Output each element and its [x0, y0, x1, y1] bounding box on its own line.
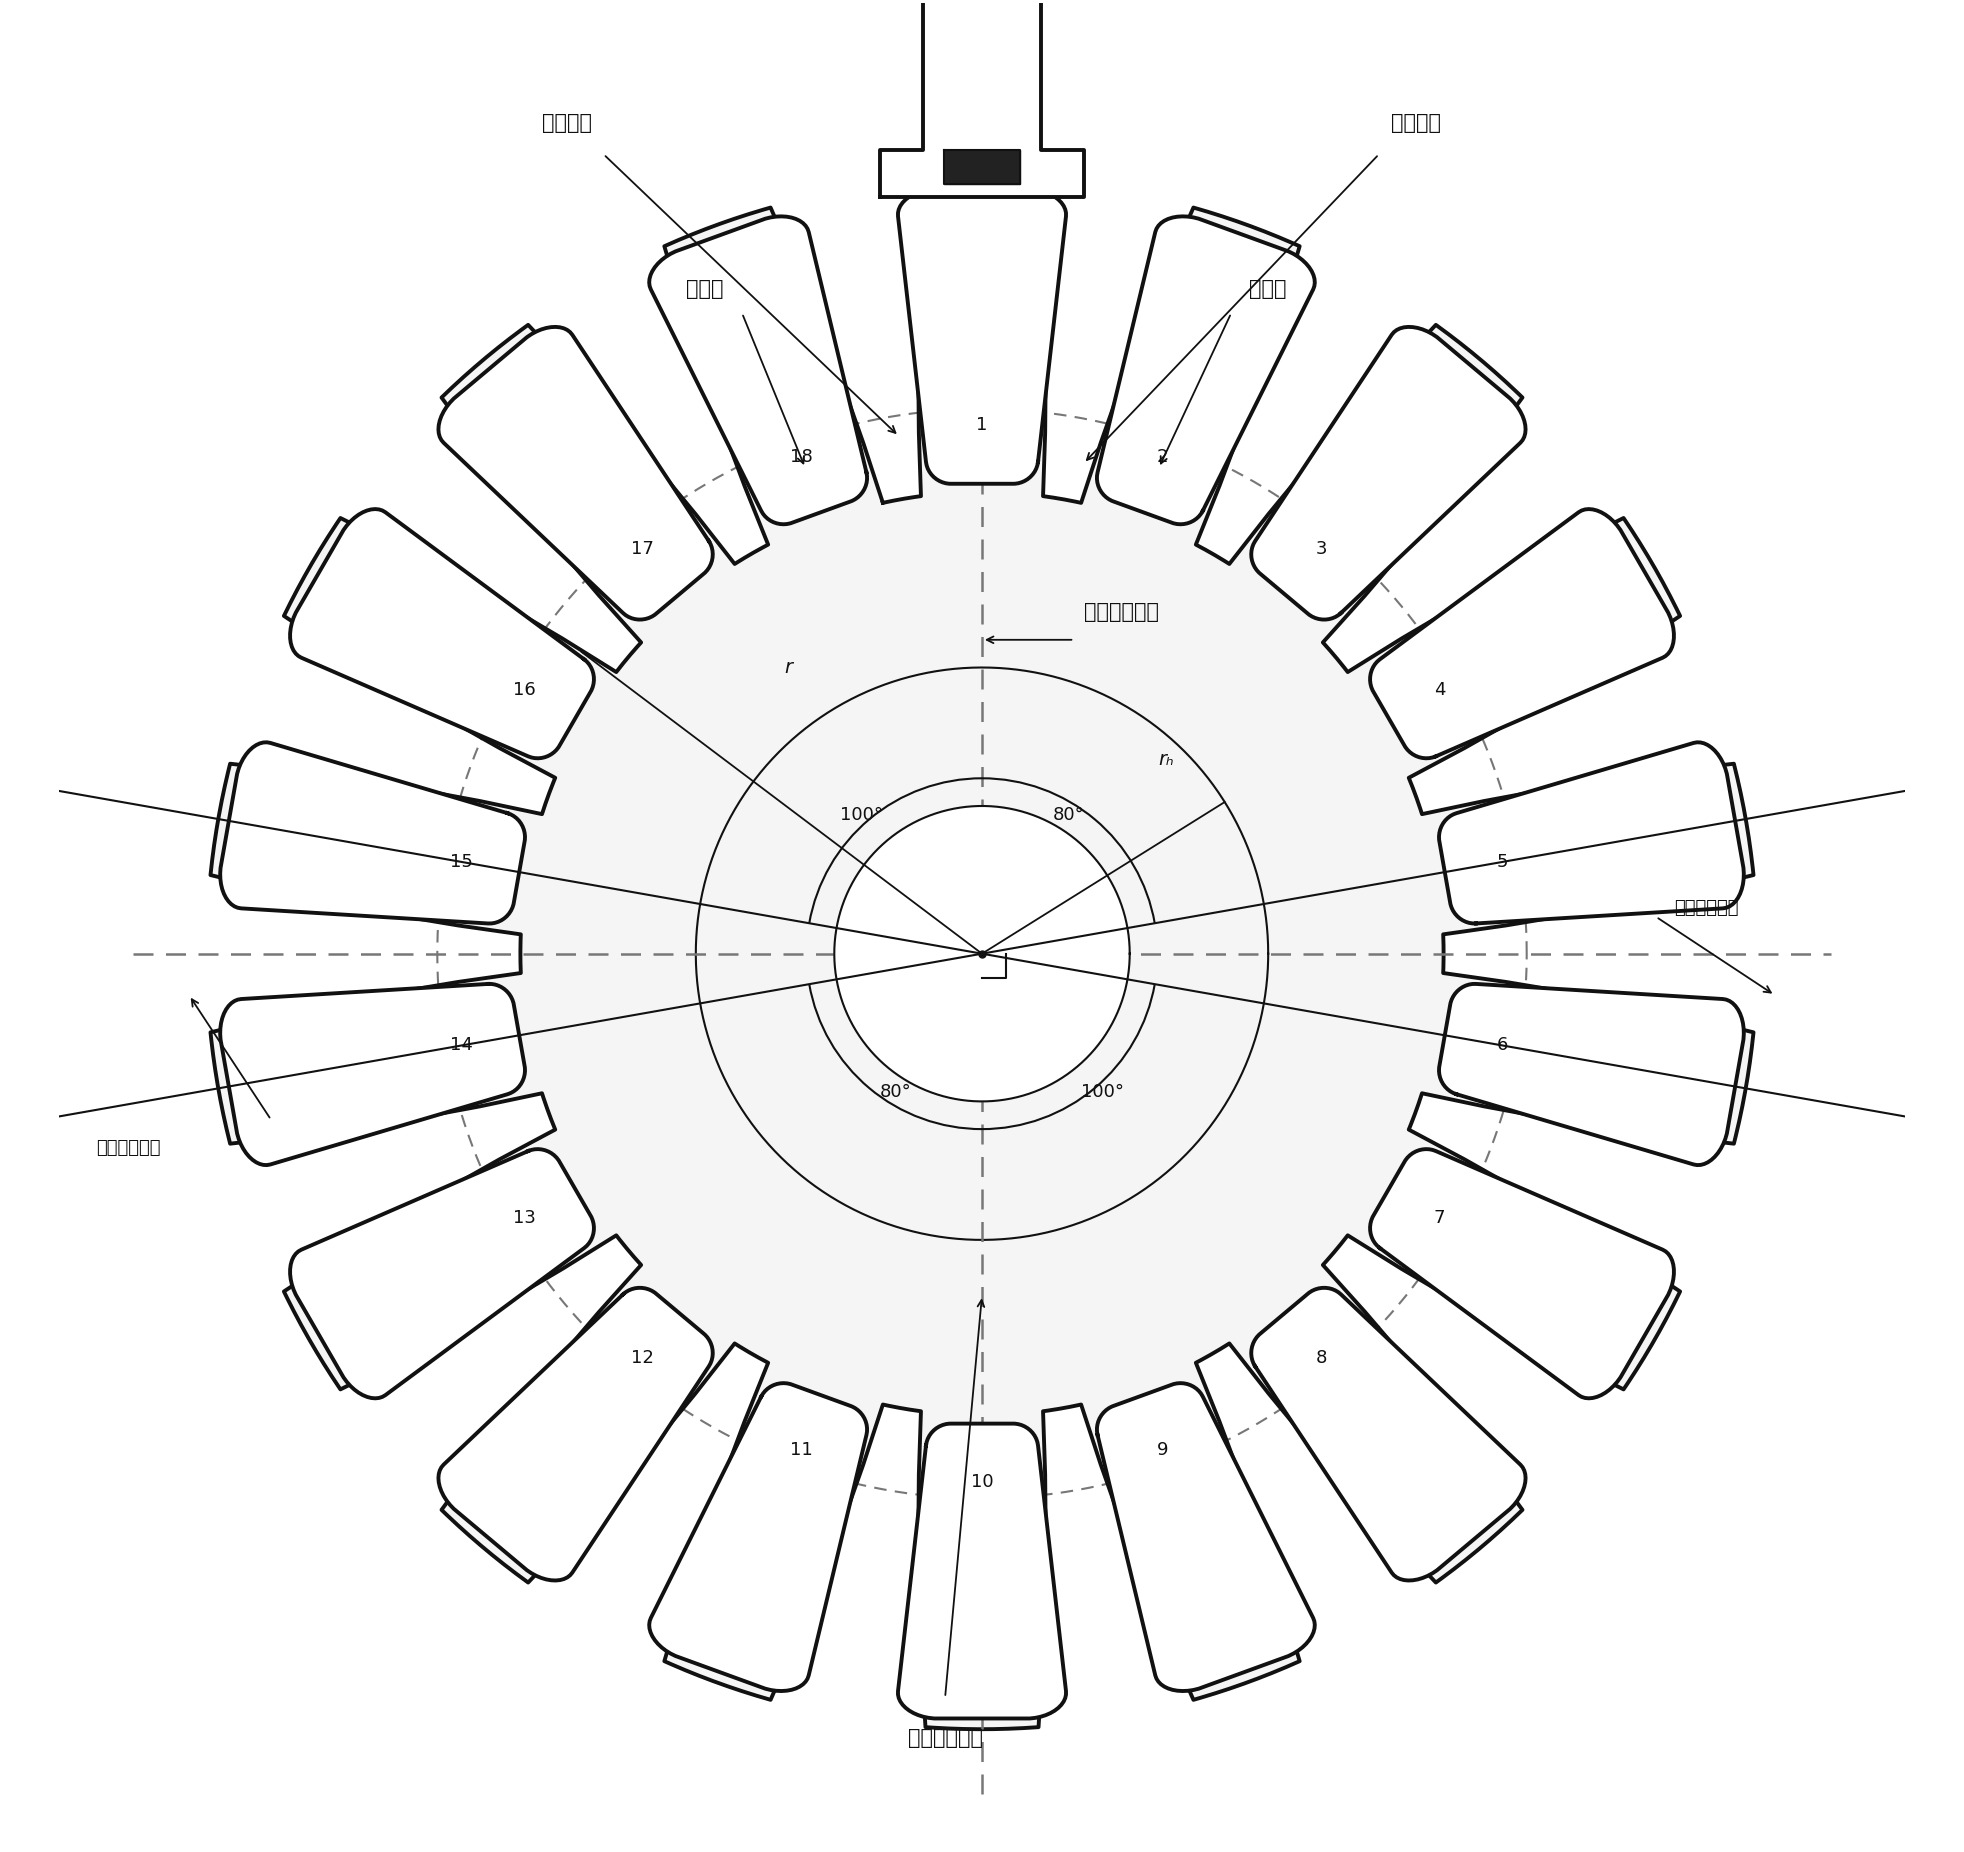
- Polygon shape: [1440, 983, 1744, 1165]
- Text: 8: 8: [1316, 1350, 1328, 1367]
- Text: 6: 6: [1497, 1037, 1508, 1054]
- Text: 12: 12: [630, 1350, 654, 1367]
- Text: 左齿面: 左齿面: [685, 280, 725, 298]
- Text: 11: 11: [790, 1441, 813, 1459]
- Polygon shape: [1251, 1287, 1526, 1580]
- Text: 第三测量齿槽: 第三测量齿槽: [907, 1728, 982, 1748]
- Text: 18: 18: [790, 448, 813, 467]
- Polygon shape: [1251, 328, 1526, 620]
- Polygon shape: [210, 178, 1754, 1730]
- Text: 右噜合线: 右噜合线: [1391, 113, 1442, 133]
- Text: 80°: 80°: [1053, 806, 1084, 824]
- Text: 5: 5: [1497, 854, 1508, 870]
- Polygon shape: [220, 983, 524, 1165]
- Polygon shape: [1371, 1148, 1673, 1398]
- Polygon shape: [291, 1148, 593, 1398]
- Text: 100°: 100°: [841, 806, 884, 824]
- Polygon shape: [650, 217, 866, 524]
- Text: 80°: 80°: [880, 1083, 911, 1102]
- Text: 第一测量齿槽: 第一测量齿槽: [1084, 602, 1159, 622]
- Polygon shape: [438, 328, 713, 620]
- Polygon shape: [1440, 743, 1744, 924]
- Polygon shape: [220, 743, 524, 924]
- Polygon shape: [1098, 1383, 1314, 1691]
- Text: 9: 9: [1157, 1441, 1169, 1459]
- Polygon shape: [880, 0, 1084, 196]
- Text: r: r: [784, 657, 791, 678]
- Text: 15: 15: [450, 854, 473, 870]
- Text: 7: 7: [1434, 1209, 1446, 1226]
- Polygon shape: [898, 1424, 1066, 1719]
- Polygon shape: [438, 1287, 713, 1580]
- Polygon shape: [1098, 217, 1314, 524]
- Polygon shape: [835, 806, 1129, 1102]
- Text: 17: 17: [630, 541, 654, 557]
- Text: 13: 13: [513, 1209, 536, 1226]
- Text: 1: 1: [976, 417, 988, 435]
- Polygon shape: [1371, 509, 1673, 757]
- Text: 右齿面: 右齿面: [1249, 280, 1286, 298]
- Polygon shape: [291, 509, 593, 757]
- Polygon shape: [650, 1383, 866, 1691]
- Text: 14: 14: [450, 1037, 473, 1054]
- Text: 2: 2: [1157, 448, 1169, 467]
- Text: 3: 3: [1316, 541, 1328, 557]
- Text: 4: 4: [1434, 680, 1446, 698]
- Text: rₕ: rₕ: [1159, 750, 1174, 769]
- Polygon shape: [898, 189, 1066, 483]
- Text: 第四测量齿槽: 第四测量齿槽: [96, 1139, 161, 1156]
- Text: 第二测量齿槽: 第二测量齿槽: [1675, 898, 1738, 917]
- Text: 10: 10: [970, 1472, 994, 1491]
- Text: 左噜合线: 左噜合线: [542, 113, 591, 133]
- Polygon shape: [943, 150, 1021, 183]
- Text: 100°: 100°: [1080, 1083, 1123, 1102]
- Text: 16: 16: [513, 680, 536, 698]
